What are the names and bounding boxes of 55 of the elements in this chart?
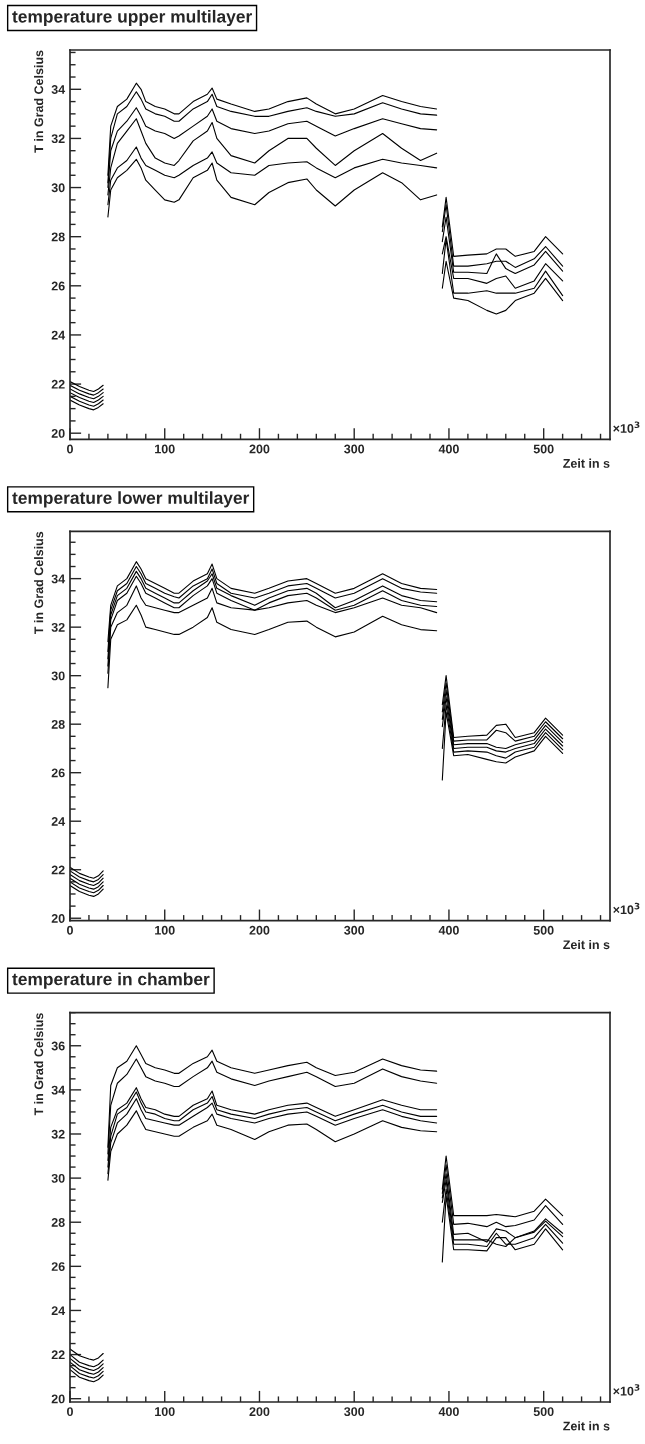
x-tick-label: 200: [249, 444, 270, 454]
y-tick-label: 34: [51, 1085, 66, 1095]
y-tick-label: 26: [51, 281, 65, 291]
text: ×10$^{3}$: [613, 1384, 640, 1396]
x-tick-label: 500: [533, 444, 554, 454]
chart-title: temperature in chamber: [12, 972, 210, 989]
chart-title: temperature lower multilayer: [12, 491, 250, 508]
x-tick-label: 0: [67, 444, 73, 454]
y-tick-label: 28: [51, 1218, 65, 1227]
y-tick-label: 28: [51, 232, 65, 242]
y-tick-label: 32: [51, 622, 65, 632]
y-tick-label: 22: [51, 379, 65, 389]
x-axis-title: Zeit in s: [563, 458, 610, 468]
y-tick-label: 36: [51, 1041, 65, 1051]
x-tick-label: 200: [249, 925, 270, 935]
text: ×10$^{3}$: [613, 421, 640, 433]
y-tick-label: 20: [51, 1394, 65, 1404]
y-tick-label: 30: [51, 1173, 65, 1183]
y-tick-label: 32: [51, 134, 65, 144]
x-tick-label: 0: [67, 925, 73, 935]
y-axis-title: T in Grad Celsius: [34, 1013, 44, 1116]
x-tick-label: 100: [155, 925, 175, 935]
y-tick-label: 34: [51, 574, 66, 584]
y-tick-label: 26: [51, 768, 65, 778]
x-tick-label: 100: [155, 1407, 175, 1417]
y-tick-label: 22: [51, 1350, 65, 1360]
chart-title: temperature upper multilayer: [12, 9, 252, 27]
x-tick-label: 100: [155, 444, 175, 454]
y-axis-title: T in Grad Celsius: [34, 50, 44, 153]
x-tick-label: 0: [67, 1407, 73, 1417]
x-tick-label: 500: [533, 925, 554, 935]
x-tick-label: 300: [344, 1407, 365, 1417]
text: ×10$^{3}$: [613, 902, 640, 915]
y-tick-label: 30: [51, 671, 65, 681]
x-axis-title: Zeit in s: [563, 939, 610, 950]
y-axis-title: T in Grad Celsius: [34, 531, 44, 634]
x-tick-label: 200: [249, 1407, 270, 1417]
y-tick-label: 24: [51, 1306, 66, 1315]
y-tick-label: 20: [51, 914, 65, 923]
x-tick-label: 300: [344, 925, 365, 935]
y-tick-label: 22: [51, 865, 65, 875]
x-axis-title: Zeit in s: [563, 1421, 610, 1431]
x-tick-label: 400: [438, 925, 459, 935]
y-tick-label: 28: [51, 719, 65, 729]
x-tick-label: 400: [438, 1407, 459, 1417]
y-tick-label: 30: [51, 183, 65, 193]
y-tick-label: 34: [51, 85, 66, 94]
y-tick-label: 26: [51, 1262, 65, 1271]
y-tick-label: 24: [51, 330, 66, 340]
y-tick-label: 24: [51, 817, 66, 826]
y-tick-label: 32: [51, 1129, 65, 1139]
x-tick-label: 300: [344, 444, 365, 454]
y-tick-label: 20: [51, 428, 65, 438]
x-tick-label: 500: [533, 1407, 554, 1417]
x-tick-label: 400: [438, 444, 459, 454]
